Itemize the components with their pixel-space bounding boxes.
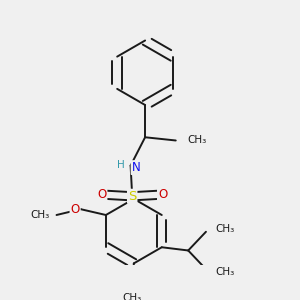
Text: CH₃: CH₃ [30,210,50,220]
Text: O: O [70,203,80,216]
Text: H: H [118,160,125,170]
Text: S: S [128,190,136,203]
Text: CH₃: CH₃ [216,224,235,234]
Text: O: O [158,188,167,201]
Text: O: O [97,188,106,201]
Text: CH₃: CH₃ [188,136,207,146]
Text: CH₃: CH₃ [123,292,142,300]
Text: N: N [132,161,140,174]
Text: CH₃: CH₃ [216,267,235,277]
